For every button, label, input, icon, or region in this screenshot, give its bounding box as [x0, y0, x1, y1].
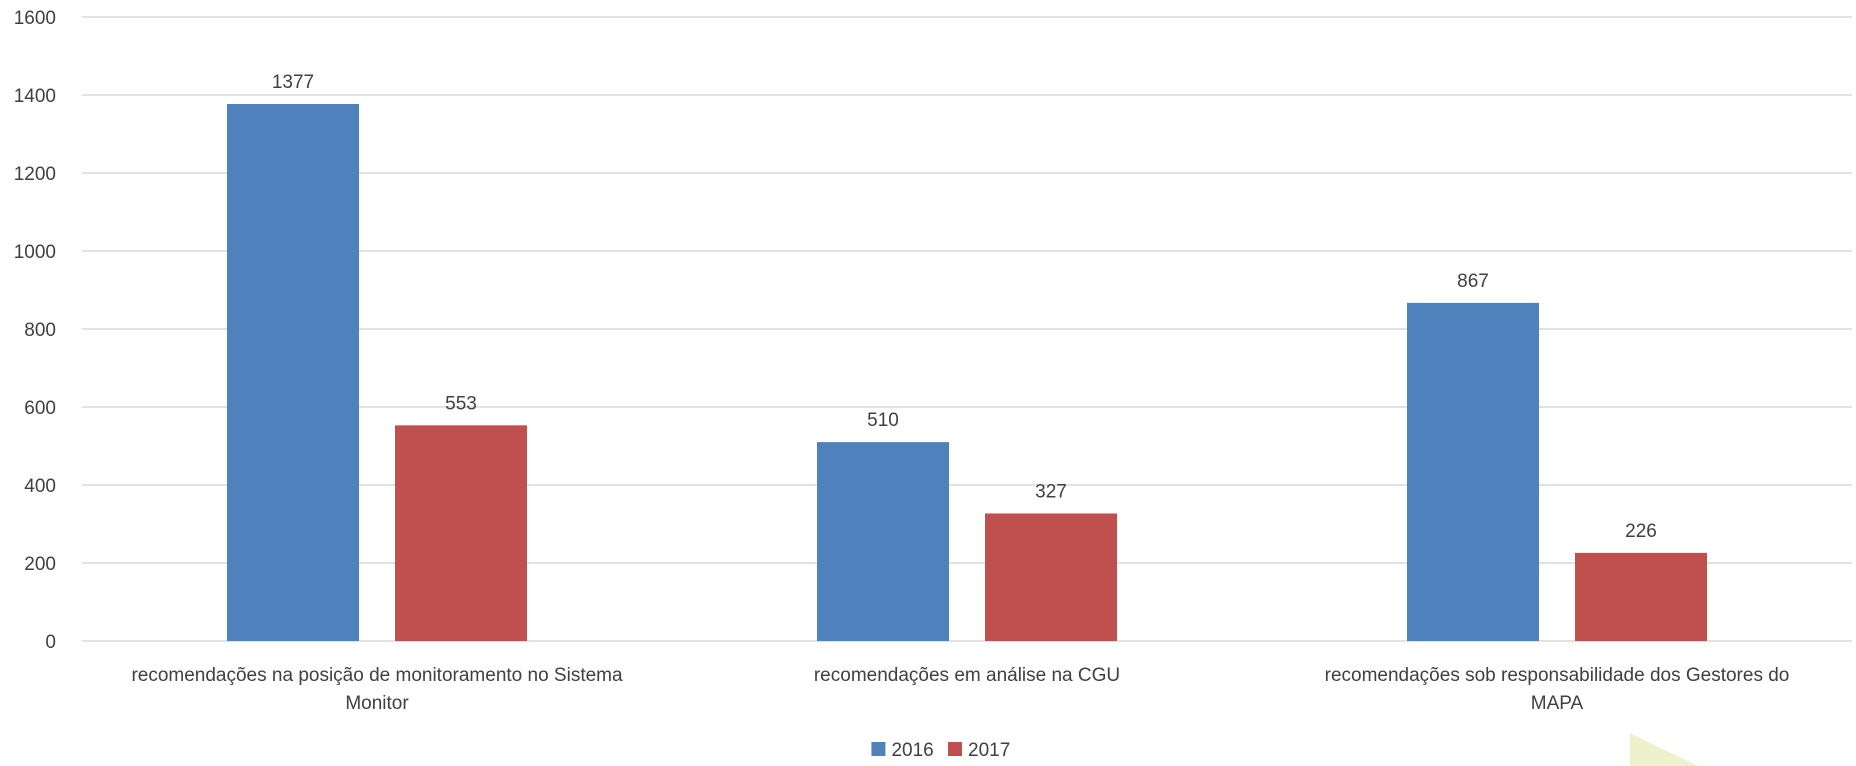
y-tick-label: 600 — [24, 398, 56, 419]
bar-2016 — [227, 103, 359, 642]
category-label: recomendações sob responsabilidade dos G… — [1325, 665, 1790, 686]
y-tick-label: 400 — [24, 476, 56, 497]
data-label: 510 — [867, 410, 899, 431]
y-tick-label: 200 — [24, 554, 56, 575]
bar-2017 — [985, 513, 1117, 641]
y-tick-label: 1200 — [14, 164, 56, 185]
category-label: recomendações em análise na CGU — [814, 665, 1120, 686]
y-tick-label: 1600 — [14, 8, 56, 29]
y-axis: 0 200 400 600 800 1000 1200 1400 1600 — [14, 8, 56, 653]
bar-2017 — [395, 425, 527, 641]
y-tick-label: 0 — [45, 632, 56, 653]
data-label: 867 — [1457, 271, 1489, 292]
data-label: 327 — [1035, 481, 1067, 502]
category-label: MAPA — [1531, 693, 1584, 714]
legend: 2016 2017 — [871, 740, 1010, 761]
category-label: Monitor — [345, 693, 409, 714]
data-label: 553 — [445, 393, 477, 414]
data-label: 226 — [1625, 521, 1657, 542]
legend-swatch — [871, 742, 886, 756]
bar-2016 — [817, 442, 949, 641]
legend-label: 2016 — [891, 740, 933, 761]
bar-2017 — [1575, 552, 1707, 641]
x-axis: recomendações na posição de monitorament… — [131, 665, 1789, 714]
gridlines — [82, 16, 1852, 642]
data-label: 1377 — [272, 72, 314, 93]
category-label: recomendações na posição de monitorament… — [131, 665, 623, 686]
bar-2016 — [1407, 302, 1539, 641]
decorative-triangle — [1630, 733, 1698, 766]
bars — [227, 103, 1707, 642]
legend-swatch — [948, 742, 962, 756]
legend-label: 2017 — [968, 740, 1010, 761]
y-tick-label: 1000 — [14, 242, 56, 263]
y-tick-label: 800 — [24, 320, 56, 341]
data-labels: 1377 510 867 553 327 226 — [272, 72, 1657, 542]
y-tick-label: 1400 — [14, 86, 56, 107]
